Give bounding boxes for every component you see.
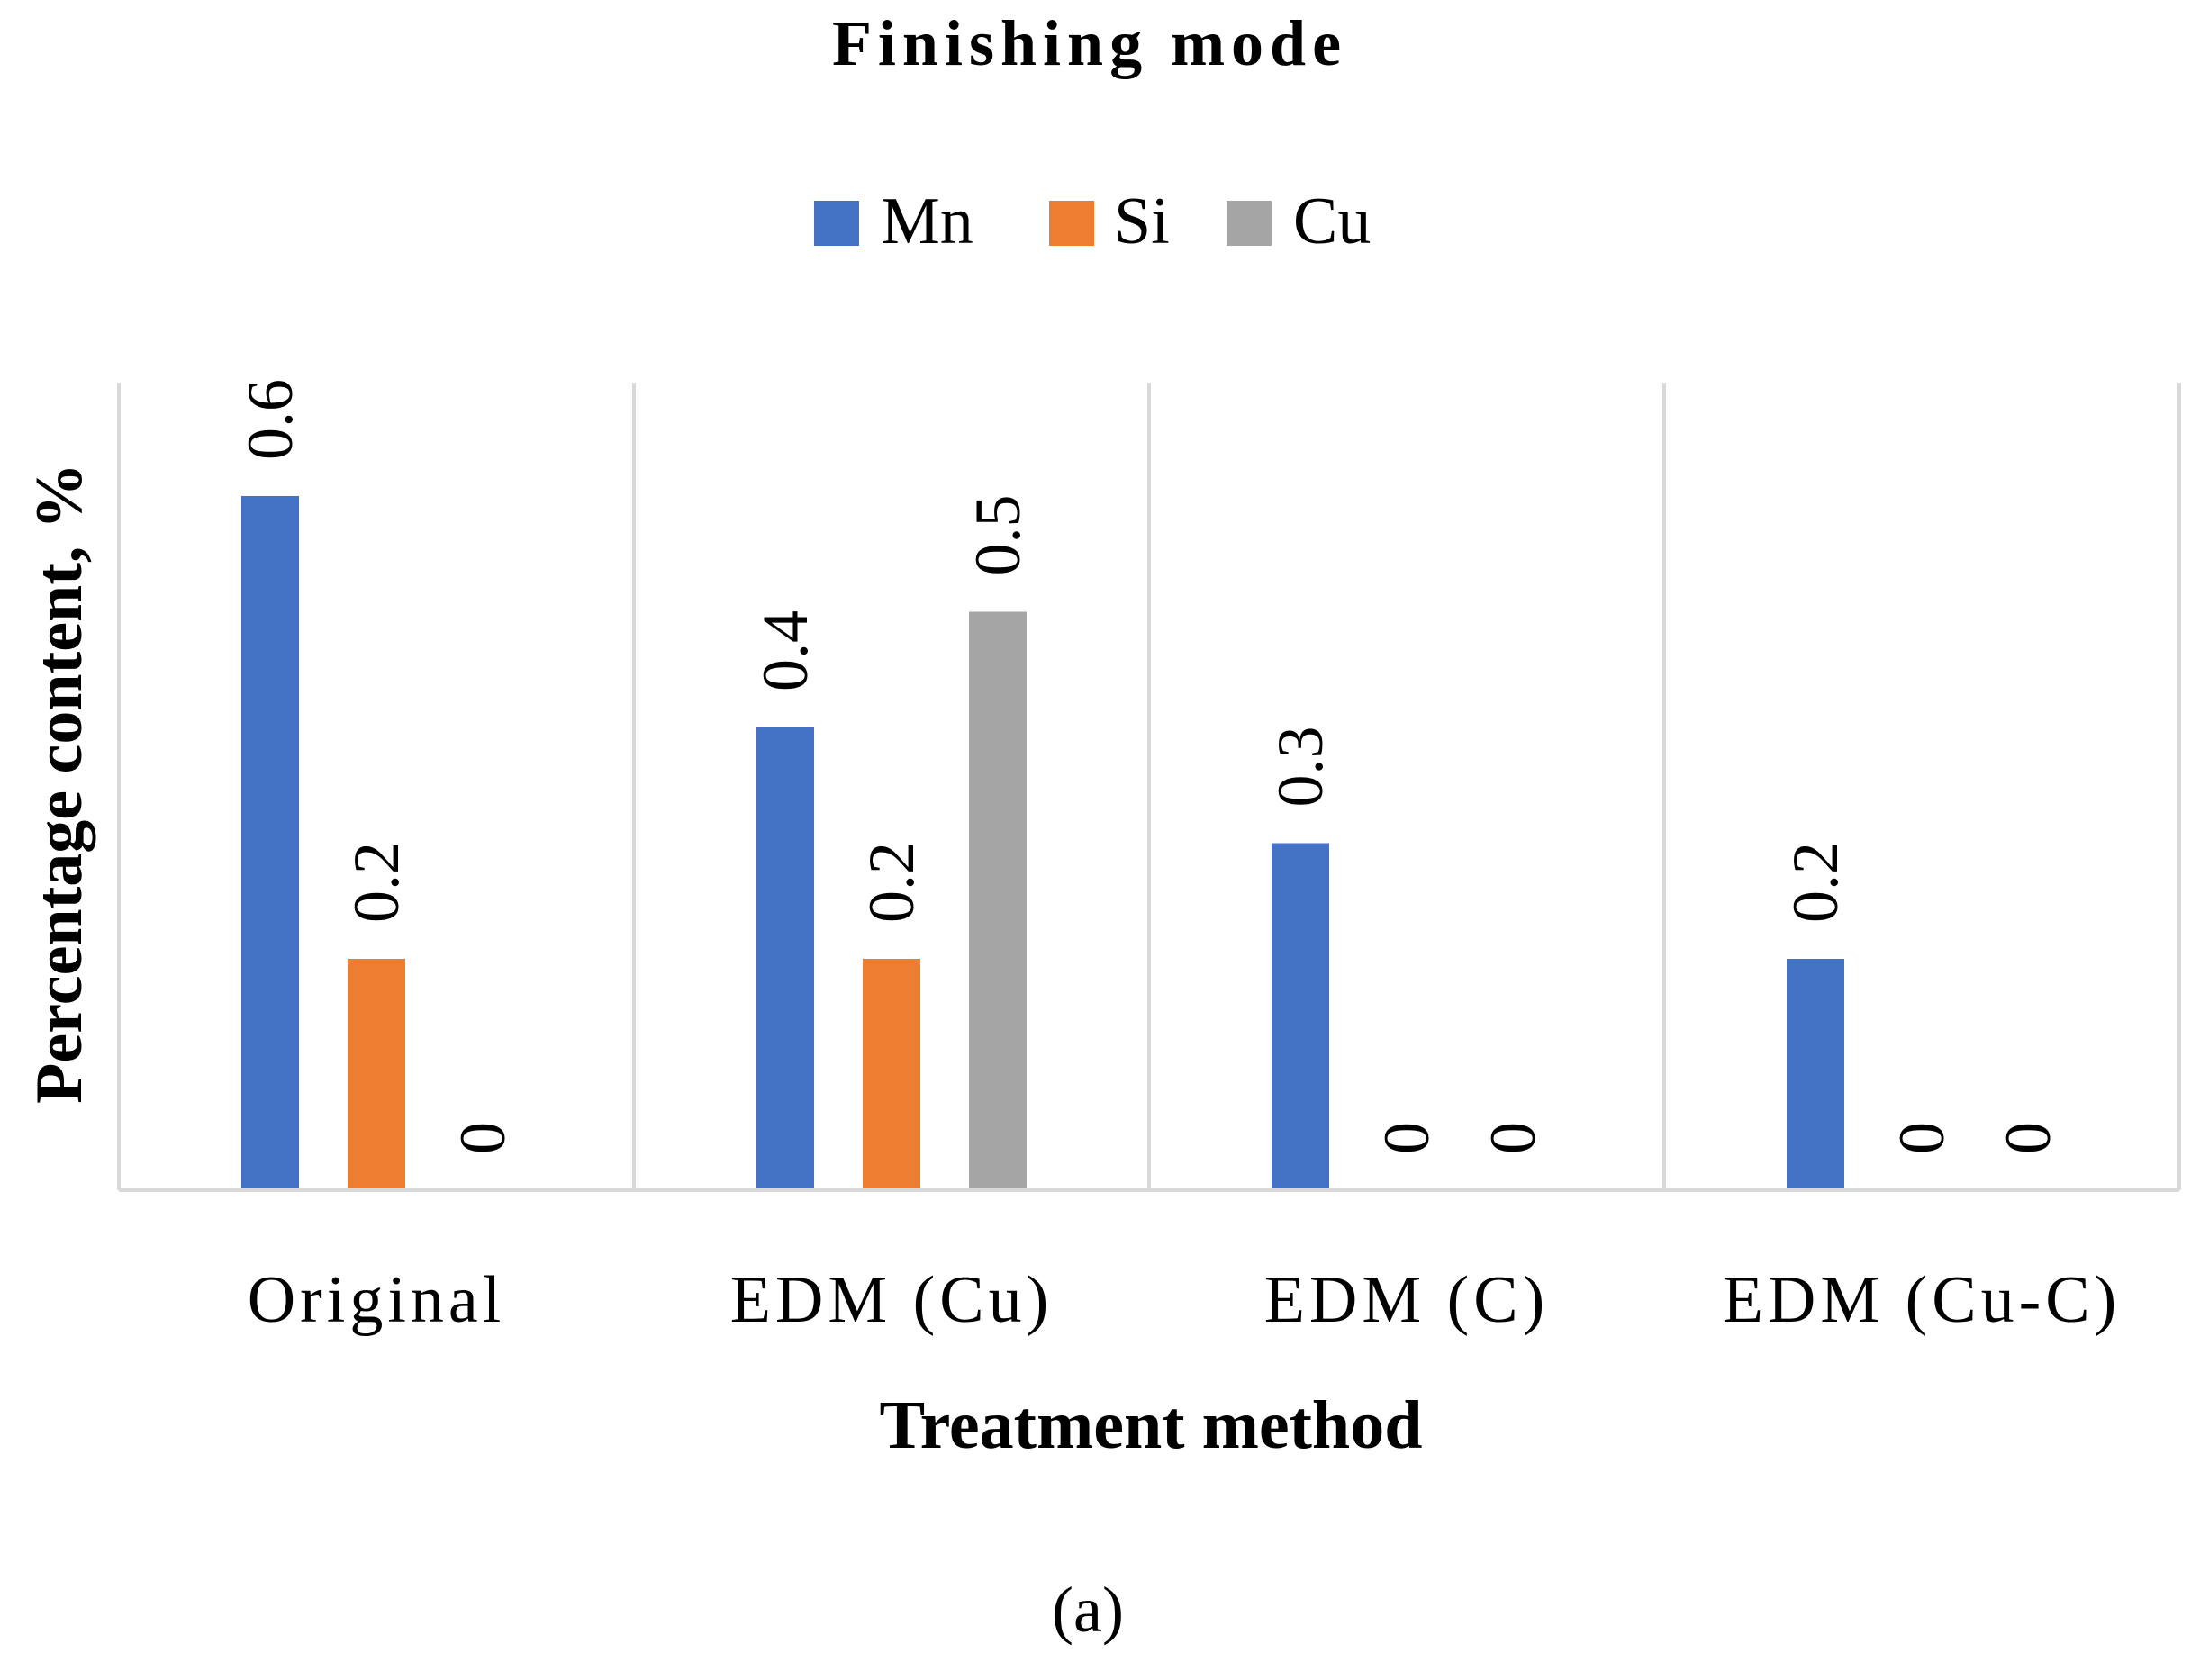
bar-mn-2 <box>756 727 814 1190</box>
x-tick-label: Original <box>248 1263 506 1337</box>
category-separators <box>117 383 2181 1190</box>
x-axis-title: Treatment method <box>880 1387 1423 1463</box>
legend-swatch-cu <box>1227 201 1272 246</box>
data-label-mn-1: 0.6 <box>234 379 306 460</box>
data-label-cu-1: 0 <box>447 1122 519 1154</box>
data-label-si-4: 0 <box>1886 1122 1958 1154</box>
legend-swatch-mn <box>814 201 859 246</box>
data-label-mn-3: 0.3 <box>1264 727 1336 808</box>
data-label-mn-2: 0.4 <box>749 610 821 691</box>
plot-area: 0.6 0.2 0 0.4 0.2 0.5 0.3 0 0 0.2 0 0 Original EDM (… <box>117 379 2181 1337</box>
data-label-cu-2: 0.5 <box>962 495 1034 576</box>
data-label-si-3: 0 <box>1371 1122 1443 1154</box>
bar-si-1 <box>348 959 405 1190</box>
x-tick-label: EDM (C) <box>1264 1263 1550 1337</box>
legend-swatch-si <box>1049 201 1094 246</box>
chart-title: Finishing mode <box>832 7 1347 79</box>
x-tick-labels: Original EDM (Cu) EDM (C) EDM (Cu-C) <box>248 1263 2122 1337</box>
x-tick-label: EDM (Cu-C) <box>1723 1263 2122 1337</box>
y-axis-title: Percentage content, % <box>23 463 96 1104</box>
x-tick-label: EDM (Cu) <box>730 1263 1054 1337</box>
bar-cu-2 <box>969 611 1027 1190</box>
legend-label-mn: Mn <box>881 185 973 258</box>
bar-si-2 <box>863 959 920 1190</box>
data-label-cu-3: 0 <box>1477 1122 1549 1154</box>
figure-caption: (a) <box>1052 1574 1124 1646</box>
data-label-si-1: 0.2 <box>340 842 412 923</box>
data-label-cu-4: 0 <box>1992 1122 2064 1154</box>
data-labels: 0.6 0.2 0 0.4 0.2 0.5 0.3 0 0 0.2 0 0 <box>234 379 2064 1154</box>
bar-mn-3 <box>1272 843 1329 1190</box>
data-label-si-2: 0.2 <box>856 842 928 923</box>
bars <box>241 496 1844 1190</box>
legend: Mn Si Cu <box>814 185 1371 258</box>
legend-label-cu: Cu <box>1293 185 1371 258</box>
legend-label-si: Si <box>1114 185 1170 258</box>
bar-mn-4 <box>1787 959 1844 1190</box>
data-label-mn-4: 0.2 <box>1779 842 1851 923</box>
bar-mn-1 <box>241 496 299 1190</box>
